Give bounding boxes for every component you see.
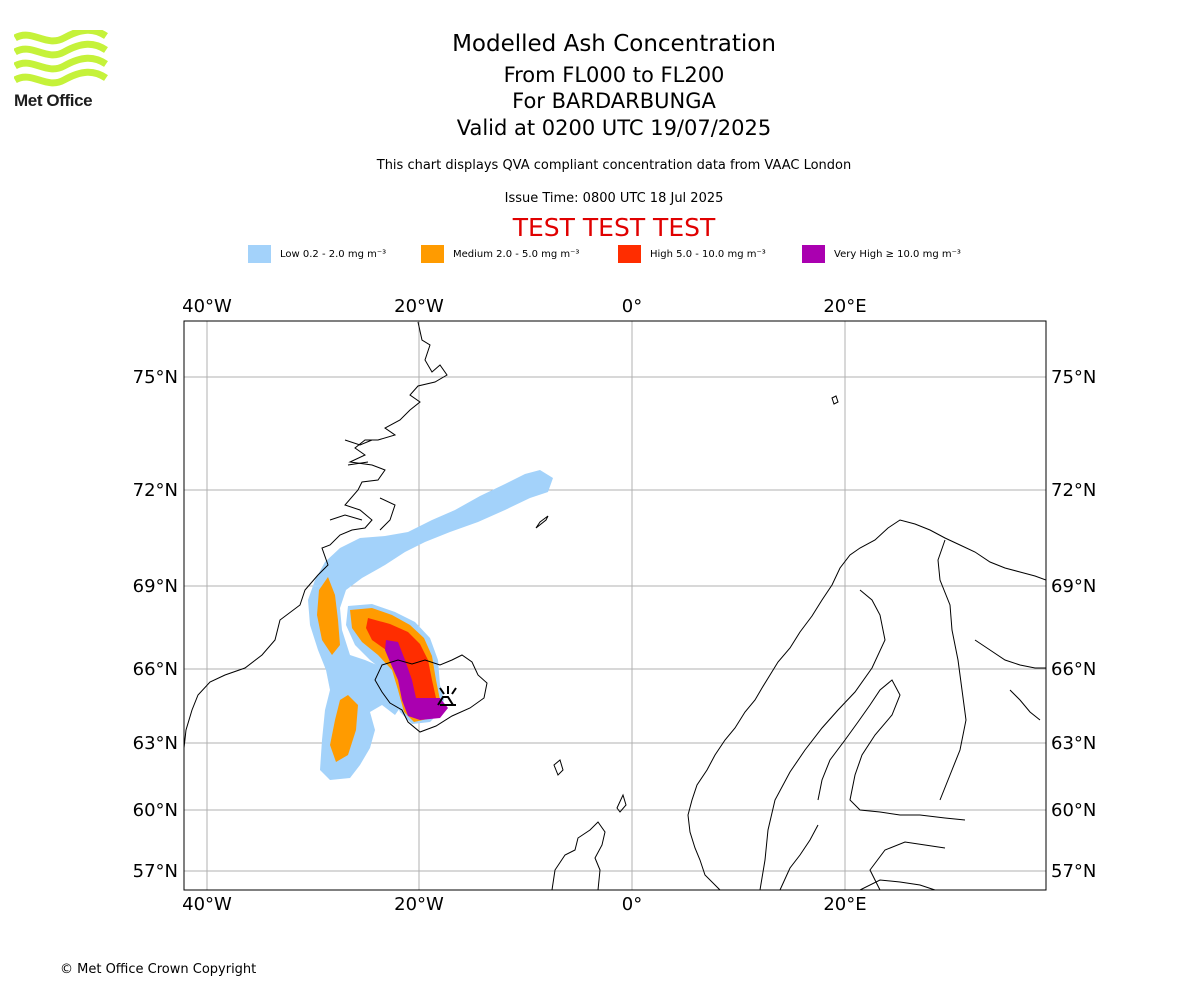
volcano-icon [437, 686, 457, 706]
coast-gulf-of-bothnia [817, 679, 966, 821]
lat-label-right-66n: 66°N [1051, 659, 1096, 680]
coast-baltic [779, 824, 946, 890]
legend-item-low: Low 0.2 - 2.0 mg m⁻³ [248, 244, 386, 264]
lon-label-top-20e: 20°E [823, 296, 866, 317]
issue-time: Issue Time: 0800 UTC 18 Jul 2025 [504, 191, 724, 206]
volcano-name: For BARDARBUNGA [512, 89, 716, 113]
lat-label-left-60n: 60°N [133, 800, 178, 821]
lat-label-left-72n: 72°N [133, 480, 178, 501]
lon-label-top-20w: 20°W [394, 296, 444, 317]
legend: Low 0.2 - 2.0 mg m⁻³ Medium 2.0 - 5.0 mg… [0, 244, 1200, 264]
legend-swatch-high [618, 245, 641, 263]
met-office-logo: Met Office [13, 26, 110, 112]
coast-scotland [551, 821, 606, 890]
lat-label-right-69n: 69°N [1051, 576, 1096, 597]
coast-norway [687, 519, 1046, 890]
lon-label-bottom-20w: 20°W [394, 894, 444, 915]
lat-label-left-63n: 63°N [133, 733, 178, 754]
valid-time: Valid at 0200 UTC 19/07/2025 [456, 116, 772, 140]
chart-title: Modelled Ash Concentration [452, 31, 776, 57]
legend-swatch-medium [421, 245, 444, 263]
ash-very-high-core [385, 640, 448, 720]
lat-label-left-57n: 57°N [133, 861, 178, 882]
lon-label-bottom-20e: 20°E [823, 894, 866, 915]
met-office-logo-waves-icon [13, 26, 108, 87]
map-frame [183, 320, 1047, 891]
lon-label-top-0: 0° [622, 296, 642, 317]
lon-label-bottom-0: 0° [622, 894, 642, 915]
coast-greenland-fjord [329, 439, 396, 531]
ash-medium-west-south [330, 695, 358, 762]
ash-low-plume [308, 470, 553, 780]
legend-swatch-low [248, 245, 271, 263]
coast-shetland [616, 793, 627, 813]
lat-label-left-75n: 75°N [133, 367, 178, 388]
lon-label-bottom-40w: 40°W [182, 894, 232, 915]
coast-faroe [553, 759, 564, 776]
lat-label-right-72n: 72°N [1051, 480, 1096, 501]
border-finland-russia [937, 539, 967, 801]
legend-item-very-high: Very High ≥ 10.0 mg m⁻³ [802, 244, 961, 264]
lat-label-right-63n: 63°N [1051, 733, 1096, 754]
lat-label-right-57n: 57°N [1051, 861, 1096, 882]
border-norway-sweden [759, 589, 886, 890]
lat-label-right-60n: 60°N [1051, 800, 1096, 821]
legend-label-high: High 5.0 - 10.0 mg m⁻³ [650, 248, 766, 260]
coast-greenland [184, 321, 448, 749]
legend-label-very-high: Very High ≥ 10.0 mg m⁻³ [834, 248, 961, 260]
ash-medium-west-north [317, 577, 340, 655]
legend-label-low: Low 0.2 - 2.0 mg m⁻³ [280, 248, 387, 260]
ash-very-high [385, 640, 448, 720]
chart-description: This chart displays QVA compliant concen… [376, 158, 852, 173]
legend-item-medium: Medium 2.0 - 5.0 mg m⁻³ [421, 244, 579, 264]
lat-label-right-75n: 75°N [1051, 367, 1096, 388]
legend-item-high: High 5.0 - 10.0 mg m⁻³ [618, 244, 766, 264]
met-office-logo-text: Met Office [14, 91, 93, 110]
lat-label-left-66n: 66°N [133, 659, 178, 680]
test-banner: TEST TEST TEST [512, 213, 716, 242]
lat-label-left-69n: 69°N [133, 576, 178, 597]
copyright-notice: © Met Office Crown Copyright [60, 962, 257, 977]
flight-level-range: From FL000 to FL200 [503, 63, 725, 87]
lon-label-top-40w: 40°W [182, 296, 232, 317]
coast-bear-island [831, 395, 839, 405]
coast-iceland [374, 654, 488, 733]
coast-jan-mayen [535, 515, 549, 529]
coastlines [184, 321, 1046, 890]
legend-swatch-very-high [802, 245, 825, 263]
coast-kola [974, 639, 1046, 721]
legend-label-medium: Medium 2.0 - 5.0 mg m⁻³ [453, 248, 580, 260]
